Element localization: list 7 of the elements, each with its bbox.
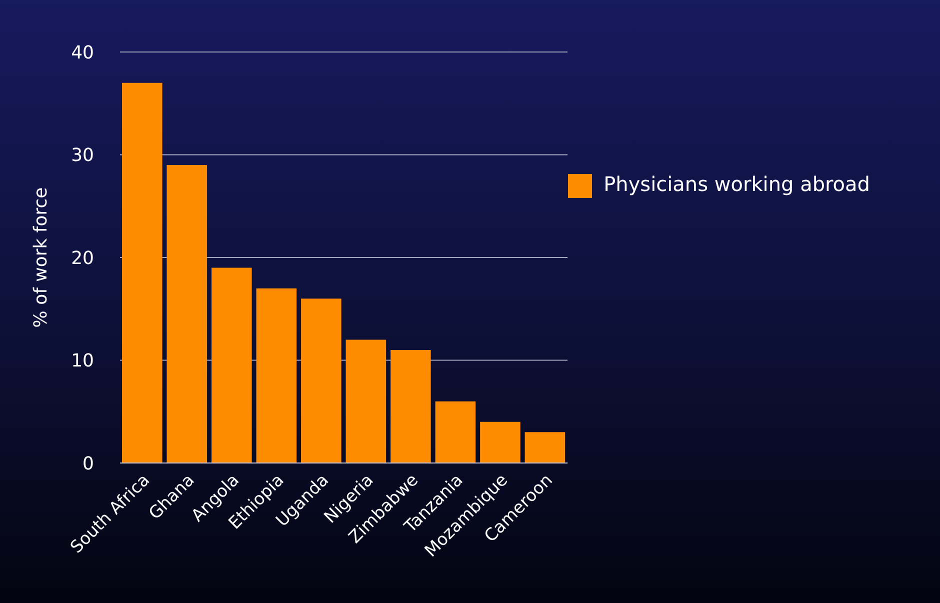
y-tick-label: 30 xyxy=(71,145,94,166)
legend-label: Physicians working abroad xyxy=(604,172,870,196)
y-tick-label: 0 xyxy=(82,453,94,474)
y-tick-label: 40 xyxy=(71,42,94,64)
y-axis-title: % of work force xyxy=(30,187,52,328)
y-tick-label: 20 xyxy=(71,248,94,269)
y-tick-label: 10 xyxy=(71,350,94,372)
